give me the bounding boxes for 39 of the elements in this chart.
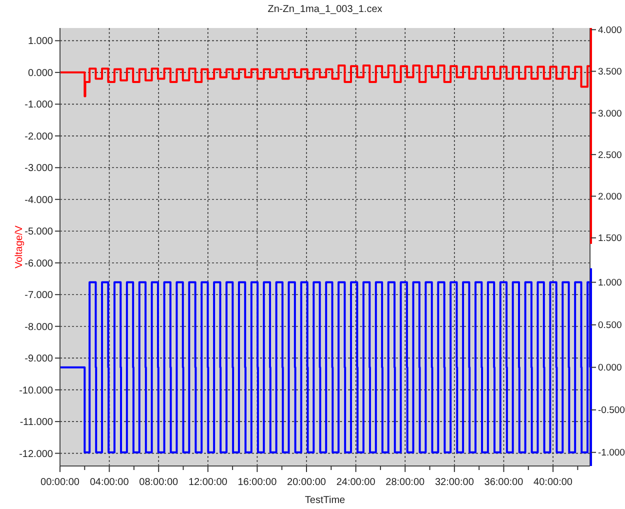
y-tick-label: -8.000 bbox=[24, 322, 54, 333]
y-tick-label: -5.000 bbox=[24, 226, 54, 238]
x-tick-label: 36:00:00 bbox=[484, 477, 524, 488]
x-axis-title: TestTime bbox=[304, 495, 346, 506]
y-tick-label: -10.000 bbox=[19, 385, 54, 396]
x-tick-label: 28:00:00 bbox=[386, 477, 426, 488]
y2-tick-label: 2.000 bbox=[598, 192, 622, 203]
y3-tick-label: -1.000 bbox=[598, 448, 625, 459]
x-tick-label: 04:00:00 bbox=[90, 477, 130, 488]
y2-tick-label: 4.000 bbox=[598, 24, 622, 36]
y3-tick-label: 0.500 bbox=[598, 320, 622, 332]
x-tick-label: 12:00:00 bbox=[188, 477, 228, 488]
x-tick-label: 40:00:00 bbox=[534, 477, 573, 488]
y-tick-label: -2.000 bbox=[24, 131, 54, 142]
x-tick-label: 16:00:00 bbox=[238, 477, 278, 488]
x-tick-label: 20:00:00 bbox=[287, 477, 326, 488]
y2-tick-label: 1.500 bbox=[598, 233, 622, 244]
y-tick-label: -7.000 bbox=[24, 290, 54, 302]
x-tick-label: 24:00:00 bbox=[336, 477, 376, 488]
x-tick-label: 00:00:00 bbox=[40, 477, 80, 488]
y-axis-title: Voltage/V bbox=[14, 225, 25, 268]
y-tick-label: -6.000 bbox=[24, 258, 54, 270]
y2-tick-label: 2.500 bbox=[598, 150, 622, 161]
y3-tick-label: 0.000 bbox=[598, 362, 622, 374]
x-tick-label: 08:00:00 bbox=[139, 477, 178, 488]
y3-tick-label: 1.000 bbox=[598, 278, 622, 289]
y3-tick-label: -0.500 bbox=[598, 405, 625, 416]
y-tick-label: -9.000 bbox=[24, 354, 54, 365]
x-tick-label: 32:00:00 bbox=[434, 477, 474, 488]
y-tick-label: -3.000 bbox=[24, 163, 54, 174]
y2-tick-label: 3.000 bbox=[598, 108, 622, 120]
y-tick-label: 0.000 bbox=[28, 68, 54, 79]
y-tick-label: -1.000 bbox=[24, 100, 54, 111]
chart-title: Zn-Zn_1ma_1_003_1.cex bbox=[268, 4, 382, 15]
y-tick-label: -11.000 bbox=[20, 417, 54, 428]
y-tick-label: 1.000 bbox=[28, 36, 54, 48]
y2-tick-label: 3.500 bbox=[598, 66, 622, 78]
y-tick-label: -12.000 bbox=[19, 448, 54, 460]
y-tick-label: -4.000 bbox=[24, 194, 54, 206]
